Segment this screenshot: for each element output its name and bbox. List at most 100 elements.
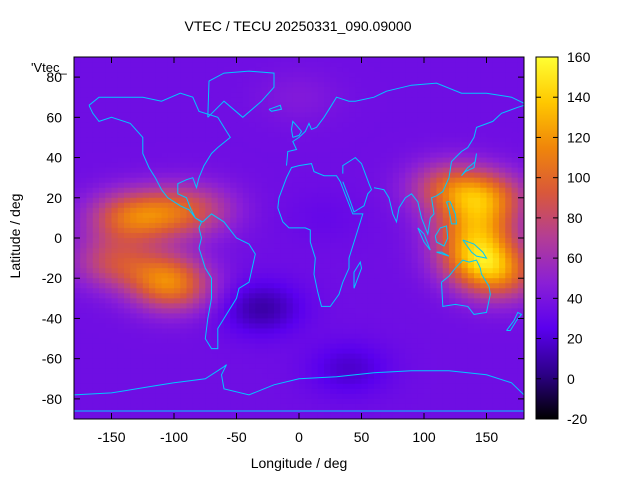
heatmap-cell <box>192 132 200 139</box>
heatmap-cell <box>361 177 369 184</box>
heatmap-cell <box>486 248 494 254</box>
heatmap-cell <box>261 268 269 274</box>
heatmap-cell <box>99 227 106 234</box>
heatmap-cell <box>311 82 319 88</box>
heatmap-cell <box>292 253 300 259</box>
heatmap-cell <box>99 393 106 400</box>
heatmap-cell <box>442 278 450 284</box>
heatmap-cell <box>442 328 450 335</box>
heatmap-cell <box>186 298 194 304</box>
heatmap-cell <box>367 212 375 219</box>
heatmap-cell <box>286 122 294 128</box>
heatmap-cell <box>161 243 169 249</box>
heatmap-cell <box>249 187 256 194</box>
heatmap-cell <box>461 328 469 335</box>
heatmap-cell <box>505 102 513 108</box>
heatmap-cell <box>424 57 431 63</box>
heatmap-cell <box>461 167 469 174</box>
heatmap-cell <box>392 162 400 169</box>
heatmap-cell <box>442 132 450 139</box>
heatmap-cell <box>374 253 381 259</box>
heatmap-cell <box>467 388 475 395</box>
heatmap-cell <box>124 403 131 410</box>
heatmap-cell <box>492 117 500 123</box>
heatmap-cell <box>305 117 313 123</box>
heatmap-cell <box>517 212 524 219</box>
heatmap-cell <box>74 197 81 204</box>
heatmap-cell <box>336 318 344 325</box>
heatmap-cell <box>142 253 150 259</box>
heatmap-cell <box>205 283 213 289</box>
heatmap-cell <box>299 112 306 118</box>
heatmap-cell <box>305 293 313 299</box>
heatmap-cell <box>99 57 106 63</box>
heatmap-cell <box>211 157 219 164</box>
heatmap-cell <box>105 383 113 390</box>
heatmap-cell <box>411 202 419 209</box>
heatmap-cell <box>267 117 275 123</box>
heatmap-cell <box>349 278 356 284</box>
heatmap-cell <box>299 232 306 239</box>
heatmap-cell <box>180 162 188 169</box>
heatmap-cell <box>105 232 113 239</box>
heatmap-cell <box>267 313 275 320</box>
heatmap-cell <box>480 318 488 325</box>
heatmap-cell <box>142 268 150 274</box>
heatmap-cell <box>136 152 144 159</box>
heatmap-cell <box>355 167 363 174</box>
heatmap-cell <box>86 328 94 335</box>
heatmap-cell <box>186 222 194 229</box>
heatmap-cell <box>217 222 225 229</box>
heatmap-cell <box>280 293 288 299</box>
heatmap-cell <box>349 358 356 365</box>
heatmap-cell <box>374 97 381 103</box>
heatmap-cell <box>149 77 156 83</box>
heatmap-cell <box>136 333 144 340</box>
heatmap-cell <box>511 378 519 385</box>
heatmap-cell <box>324 102 331 108</box>
heatmap-cell <box>386 132 394 139</box>
heatmap-cell <box>461 378 469 385</box>
heatmap-cell <box>436 167 444 174</box>
heatmap-cell <box>217 122 225 128</box>
heatmap-cell <box>405 258 413 264</box>
heatmap-cell <box>236 162 244 169</box>
heatmap-cell <box>130 248 138 254</box>
heatmap-cell <box>361 227 369 234</box>
heatmap-cell <box>124 162 131 169</box>
heatmap-cell <box>199 268 206 274</box>
heatmap-cell <box>399 137 406 144</box>
heatmap-cell <box>492 238 500 244</box>
heatmap-cell <box>517 293 524 299</box>
heatmap-cell <box>499 227 506 234</box>
heatmap-cell <box>367 142 375 149</box>
heatmap-cell <box>286 87 294 93</box>
heatmap-cell <box>80 122 88 128</box>
heatmap-cell <box>430 243 438 249</box>
heatmap-cell <box>280 368 288 375</box>
heatmap-cell <box>449 92 456 98</box>
heatmap-cell <box>274 383 281 390</box>
heatmap-cell <box>411 227 419 234</box>
heatmap-cell <box>211 62 219 68</box>
heatmap-cell <box>386 363 394 370</box>
heatmap-cell <box>436 77 444 83</box>
heatmap-cell <box>130 177 138 184</box>
heatmap-cell <box>367 358 375 365</box>
heatmap-cell <box>380 77 388 83</box>
heatmap-cell <box>105 333 113 340</box>
heatmap-cell <box>424 283 431 289</box>
heatmap-cell <box>261 112 269 118</box>
heatmap-cell <box>349 77 356 83</box>
heatmap-cell <box>505 222 513 229</box>
heatmap-cell <box>124 232 131 239</box>
heatmap-cell <box>255 212 263 219</box>
heatmap-cell <box>249 62 256 68</box>
heatmap-cell <box>455 97 463 103</box>
heatmap-cell <box>480 358 488 365</box>
heatmap-cell <box>324 132 331 139</box>
heatmap-cell <box>311 182 319 189</box>
heatmap-cell <box>242 253 250 259</box>
heatmap-cell <box>430 283 438 289</box>
heatmap-cell <box>417 117 425 123</box>
